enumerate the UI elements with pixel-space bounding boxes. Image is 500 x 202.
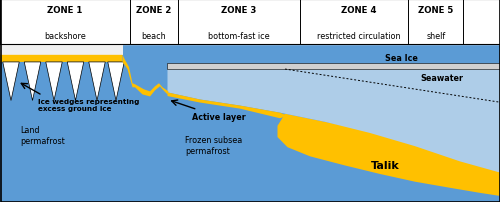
- Polygon shape: [2, 63, 19, 101]
- Polygon shape: [168, 70, 500, 173]
- Text: Seawater: Seawater: [420, 73, 463, 82]
- Text: restricted circulation: restricted circulation: [317, 32, 400, 41]
- Polygon shape: [89, 63, 106, 101]
- Polygon shape: [122, 56, 168, 97]
- Polygon shape: [278, 114, 500, 196]
- Polygon shape: [24, 63, 41, 101]
- Text: ZONE 3: ZONE 3: [221, 6, 256, 15]
- Text: beach: beach: [141, 32, 166, 41]
- Text: Ice wedges representing
excess ground ice: Ice wedges representing excess ground ic…: [38, 99, 139, 112]
- Text: Frozen subsea
permafrost: Frozen subsea permafrost: [185, 136, 242, 155]
- Polygon shape: [0, 44, 122, 56]
- Text: ZONE 2: ZONE 2: [136, 6, 171, 15]
- Polygon shape: [67, 63, 84, 101]
- Text: ZONE 4: ZONE 4: [341, 6, 376, 15]
- Polygon shape: [168, 64, 500, 70]
- Text: ZONE 1: ZONE 1: [48, 6, 82, 15]
- Text: Talik: Talik: [370, 161, 400, 171]
- Text: shelf: shelf: [426, 32, 446, 41]
- Text: bottom-fast ice: bottom-fast ice: [208, 32, 270, 41]
- Text: ZONE 5: ZONE 5: [418, 6, 454, 15]
- Text: backshore: backshore: [44, 32, 86, 41]
- Polygon shape: [108, 63, 124, 101]
- Polygon shape: [168, 93, 500, 202]
- Text: Active layer: Active layer: [192, 112, 246, 121]
- Text: Sea Ice: Sea Ice: [385, 54, 418, 63]
- Polygon shape: [168, 93, 288, 119]
- Polygon shape: [0, 44, 500, 202]
- Text: Land
permafrost: Land permafrost: [20, 126, 65, 145]
- Polygon shape: [46, 63, 62, 101]
- Polygon shape: [0, 56, 122, 64]
- Polygon shape: [122, 56, 168, 202]
